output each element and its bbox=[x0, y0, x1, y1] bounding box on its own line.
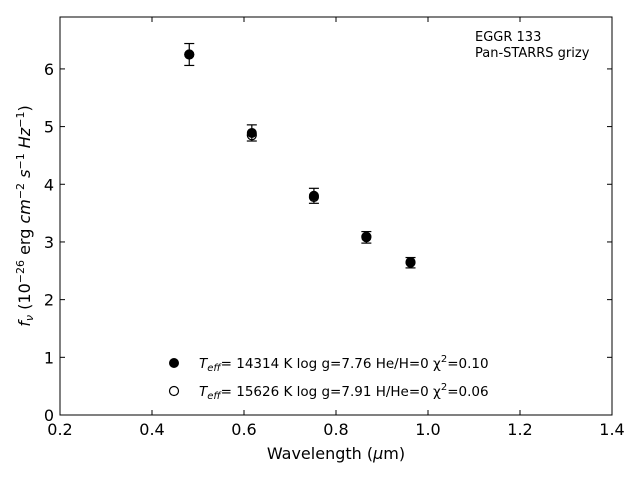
filled-point-1 bbox=[246, 127, 257, 138]
y-tick-label-5: 5 bbox=[44, 118, 54, 137]
y-tick-label-2: 2 bbox=[44, 291, 54, 310]
x-tick-label-2: 0.6 bbox=[231, 420, 256, 439]
y-tick-label-4: 4 bbox=[44, 175, 54, 194]
filled-point-3 bbox=[361, 232, 372, 243]
x-tick-label-6: 1.4 bbox=[599, 420, 624, 439]
y-axis-label: fν (10−26 erg cm−2 s−1 Hz−1) bbox=[14, 105, 36, 326]
y-tick-label-0: 0 bbox=[44, 406, 54, 425]
filled-point-0 bbox=[184, 49, 195, 60]
legend-marker-open bbox=[168, 385, 180, 397]
x-axis-label: Wavelength (μm) bbox=[267, 444, 405, 463]
annotation-line-1: EGGR 133 bbox=[475, 30, 541, 45]
legend-entry-2: Teff= 15626 K log g=7.91 H/He=0 χ2=0.06 bbox=[199, 382, 489, 402]
x-tick-label-1: 0.4 bbox=[139, 420, 164, 439]
x-tick-label-0: 0.2 bbox=[47, 420, 72, 439]
x-tick-label-4: 1.0 bbox=[415, 420, 440, 439]
annotation-line-2: Pan-STARRS grizy bbox=[475, 46, 590, 61]
filled-point-4 bbox=[405, 257, 416, 268]
axis-ticks: 0.2 0.4 0.6 0.8 1.0 1.2 1.4 0 1 2 3 4 5 6 bbox=[44, 17, 625, 439]
x-tick-label-3: 0.8 bbox=[323, 420, 348, 439]
data-marks bbox=[184, 42, 416, 269]
y-tick-label-6: 6 bbox=[44, 60, 54, 79]
y-tick-label-1: 1 bbox=[44, 348, 54, 367]
legend: Teff= 14314 K log g=7.76 He/H=0 χ2=0.10 … bbox=[168, 354, 489, 402]
x-tick-label-5: 1.2 bbox=[507, 420, 532, 439]
legend-marker-filled bbox=[169, 358, 179, 368]
y-tick-label-3: 3 bbox=[44, 233, 54, 252]
filled-point-2 bbox=[308, 190, 319, 201]
legend-entry-1: Teff= 14314 K log g=7.76 He/H=0 χ2=0.10 bbox=[199, 354, 489, 374]
